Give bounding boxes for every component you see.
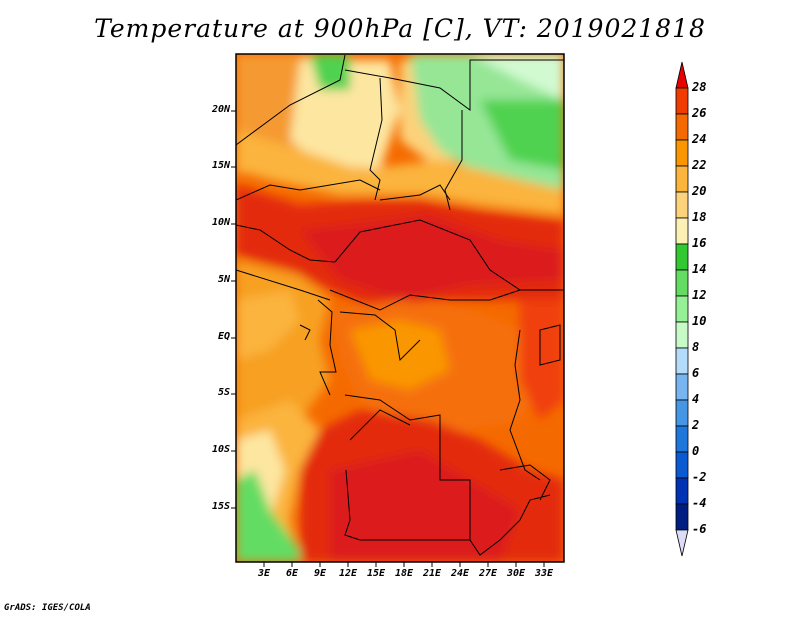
colorbar-segment <box>675 451 689 479</box>
colorbar-segment <box>675 165 689 193</box>
colorbar-label: 18 <box>692 210 707 224</box>
colorbar-segment <box>675 139 689 167</box>
colorbar-segment <box>675 477 689 505</box>
colorbar-label: 4 <box>692 392 700 406</box>
lon-ticks <box>263 562 545 567</box>
lon-label-21e: 21E <box>422 568 442 579</box>
colorbar-label: 20 <box>692 184 707 198</box>
colorbar-label: 8 <box>692 340 700 354</box>
colorbar-segment <box>675 347 689 375</box>
colorbar-segment <box>675 399 689 427</box>
lat-label-5s: 5S <box>217 387 230 398</box>
colorbar-label: 26 <box>692 106 707 120</box>
lon-label-18e: 18E <box>394 568 414 579</box>
lon-label-3e: 3E <box>257 568 271 579</box>
lat-label-eq: EQ <box>217 331 230 342</box>
lat-label-15s: 15S <box>211 501 230 512</box>
colorbar-segment <box>675 217 689 245</box>
colorbar-label: 6 <box>692 366 700 380</box>
map-title: Temperature at 900hPa [C], VT: 201902181… <box>94 14 706 43</box>
colorbar-segment <box>675 503 689 531</box>
colorbar-segment <box>675 295 689 323</box>
map-frame <box>235 53 565 563</box>
colorbar-label: 14 <box>692 262 707 276</box>
country-borders <box>236 54 564 556</box>
colorbar-label: 16 <box>692 236 707 250</box>
grads-credit: GrADS: IGES/COLA <box>4 603 91 613</box>
colorbar-label: -6 <box>692 522 707 536</box>
colorbar-segment <box>675 243 689 271</box>
lat-ticks <box>231 110 236 509</box>
lon-label-24e: 24E <box>450 568 470 579</box>
colorbar-segment <box>675 373 689 401</box>
lat-label-5n: 5N <box>217 274 230 285</box>
lon-label-33e: 33E <box>534 568 554 579</box>
colorbar-label: 2 <box>692 418 700 432</box>
lon-label-27e: 27E <box>478 568 498 579</box>
colorbar-segment <box>675 321 689 349</box>
colorbar-label: 10 <box>692 314 707 328</box>
colorbar-label: -4 <box>692 496 707 510</box>
colorbar-label: 28 <box>692 80 707 94</box>
lon-label-6e: 6E <box>285 568 299 579</box>
colorbar-segment <box>675 269 689 297</box>
colorbar <box>675 61 689 557</box>
colorbar-label: 0 <box>692 444 700 458</box>
colorbar-label: -2 <box>692 470 707 484</box>
lon-label-12e: 12E <box>338 568 358 579</box>
lat-label-15n: 15N <box>211 160 230 171</box>
lat-label-10n: 10N <box>211 217 230 228</box>
temperature-field <box>236 54 564 562</box>
colorbar-label: 12 <box>692 288 707 302</box>
colorbar-segment <box>675 425 689 453</box>
colorbar-segment <box>675 113 689 141</box>
colorbar-segment <box>675 87 689 115</box>
lat-label-20n: 20N <box>211 104 230 115</box>
colorbar-label: 22 <box>692 158 707 172</box>
lon-label-15e: 15E <box>366 568 386 579</box>
colorbar-top-triangle <box>675 61 689 89</box>
lon-label-30e: 30E <box>506 568 526 579</box>
lat-label-10s: 10S <box>211 444 230 455</box>
lon-label-9e: 9E <box>313 568 327 579</box>
colorbar-segment <box>675 191 689 219</box>
colorbar-bottom-triangle <box>675 529 689 557</box>
colorbar-label: 24 <box>692 132 707 146</box>
